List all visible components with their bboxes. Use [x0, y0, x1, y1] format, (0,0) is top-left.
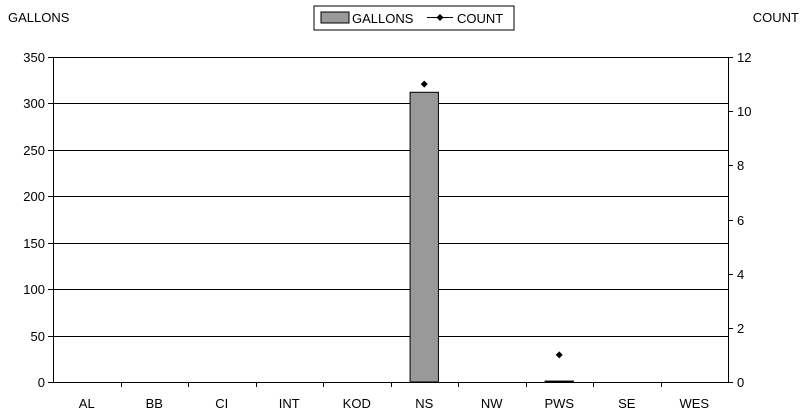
x-tick-label: INT: [279, 396, 300, 411]
legend-count-marker: [436, 14, 444, 21]
right-tick-label: 4: [737, 267, 744, 282]
legend: GALLONS COUNT: [313, 5, 515, 31]
x-tick-label: AL: [79, 396, 95, 411]
bars: [409, 91, 574, 383]
bar-PWS: [544, 380, 574, 383]
left-tick-label: 50: [31, 329, 45, 344]
x-tick-label: PWS: [544, 396, 574, 411]
gridlines: [53, 57, 728, 337]
left-tick-label: 200: [23, 189, 45, 204]
legend-count-label: COUNT: [457, 11, 503, 26]
count-markers: [420, 80, 563, 359]
left-tick-label: 0: [38, 375, 45, 390]
right-tick-label: 8: [737, 158, 744, 173]
left-tick-label: 100: [23, 282, 45, 297]
axes: [48, 57, 733, 387]
count-marker-PWS: [555, 351, 563, 359]
x-tick-label: KOD: [343, 396, 371, 411]
left-axis-label: GALLONS: [8, 10, 70, 25]
left-tick-label: 150: [23, 236, 45, 251]
right-tick-label: 0: [737, 375, 744, 390]
x-tick-label: CI: [215, 396, 228, 411]
right-axis-label: COUNT: [753, 10, 799, 25]
x-tick-label: NS: [415, 396, 433, 411]
left-tick-label: 250: [23, 143, 45, 158]
left-tick-label: 350: [23, 50, 45, 65]
x-tick-label: NW: [481, 396, 503, 411]
x-tick-label: SE: [618, 396, 636, 411]
right-tick-label: 2: [737, 321, 744, 336]
count-marker-NS: [420, 80, 428, 88]
legend-gallons-swatch: [320, 11, 350, 24]
tick-labels: 0 50 100 150 200 250 300 350 0 2 4 6 8 10 12 AL BB CI INT K…: [23, 50, 751, 411]
legend-gallons-label: GALLONS: [352, 11, 414, 26]
bar-NS: [409, 91, 439, 383]
left-tick-label: 300: [23, 96, 45, 111]
right-tick-label: 10: [737, 104, 751, 119]
x-tick-label: BB: [146, 396, 163, 411]
right-tick-label: 6: [737, 213, 744, 228]
right-tick-label: 12: [737, 50, 751, 65]
x-tick-label: WES: [679, 396, 709, 411]
